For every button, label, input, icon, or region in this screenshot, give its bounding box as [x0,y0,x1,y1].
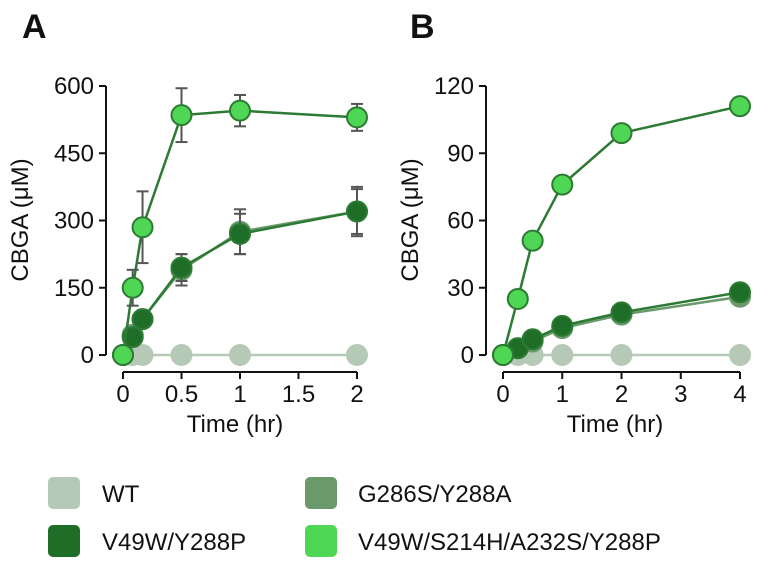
panel-a-data-point [170,104,193,127]
panel-a: A 0 150 300 450 600 0 0.5 1 1.5 2 Time (hr) CBGA … [7,8,368,438]
legend-swatch-quad-mutant [305,525,337,557]
panel-a-data-point [346,344,368,366]
panel-a-data-point [112,344,134,366]
panel-a-x-tick-label: 0 [116,381,129,408]
panel-b-data-point [729,344,751,366]
panel-b-plot-area: 0 30 60 90 120 0 1 2 3 4 [434,73,751,408]
panel-a-plot-area: 0 150 300 450 600 0 0.5 1 1.5 2 [54,73,368,408]
panel-a-letter: A [22,8,47,46]
panel-a-x-axis-title: Time (hr) [187,411,283,438]
legend-swatch-v49w-y288p [48,525,80,557]
panel-b-y-tick-label: 0 [461,342,474,369]
panel-a-data-point [121,276,144,299]
panel-b-y-tick-label: 90 [447,140,474,167]
panel-a-x-tick-label: 1 [233,381,246,408]
panel-b-y-tick-label: 60 [447,208,474,235]
panel-a-data-point [170,344,193,366]
panel-a-data-point [346,106,368,129]
panel-a-series-line [121,109,358,356]
panel-a-data-point [170,256,193,279]
panel-a-data-point [121,326,144,349]
panel-a-data-point [346,200,368,223]
panel-a-y-tick-label: 150 [54,275,94,302]
panel-a-data-point [229,99,251,122]
panel-b-y-axis-title: CBGA (μM) [397,158,424,281]
panel-a-data-point [131,216,154,239]
panel-a-x-tick-label: 0.5 [165,381,198,408]
panel-a-y-tick-label: 0 [81,342,94,369]
legend: WT V49W/Y288P G286S/Y288A V49W/S214H/A23… [48,477,661,557]
panel-b-x-tick-label: 3 [674,381,687,408]
panel-b-x-axis-title: Time (hr) [567,411,663,438]
panel-b-series-v49w-s214h-a232s-y288p [492,95,751,366]
panel-b-data-point [610,344,633,366]
panel-b-x-tick-label: 4 [733,381,746,408]
panel-a-y-tick-label: 600 [54,73,94,100]
panel-b-data-point [521,328,544,351]
panel-b-data-point [506,287,529,310]
panel-a-y-axis-title: CBGA (μM) [7,158,34,281]
legend-label-v49w-y288p: V49W/Y288P [102,529,246,556]
panel-b-y-tick-label: 120 [434,73,474,100]
panel-a-y-tick-label: 450 [54,140,94,167]
panel-a-data-point [229,344,251,366]
panel-a-data-point [131,344,154,366]
legend-label-wt: WT [102,481,140,508]
panel-a-x-tick-label: 1.5 [282,381,315,408]
panel-b-data-point [551,173,574,196]
panel-b-data-point [729,281,751,304]
panel-b-y-tick-label: 30 [447,275,474,302]
panel-a-series-v49w-s214h-a232s-y288p [112,87,368,366]
legend-label-g286s-y288a: G286S/Y288A [358,481,511,508]
panel-a-data-point [131,308,154,331]
panel-b-letter: B [410,8,435,46]
panel-b-data-point [551,314,574,337]
panel-b-x-tick-label: 0 [496,381,509,408]
panel-b-data-point [610,301,633,324]
legend-swatch-wt [48,477,80,509]
legend-label-quad-mutant: V49W/S214H/A232S/Y288P [358,529,661,556]
panel-b-x-tick-label: 1 [556,381,569,408]
panel-b: B 0 30 60 90 120 0 1 2 3 4 Time (hr) CBGA (μM) [397,8,751,438]
panel-b-data-point [492,344,514,366]
panel-b-data-point [729,95,751,118]
panel-b-x-tick-label: 2 [615,381,628,408]
panel-a-y-tick-label: 300 [54,208,94,235]
panel-a-series-wt [112,344,368,366]
panel-b-data-point [551,344,574,366]
panel-a-data-point [229,222,251,245]
panel-a-x-tick-label: 2 [350,381,363,408]
legend-swatch-g286s-y288a [305,477,337,509]
panel-b-data-point [610,122,633,145]
panel-b-data-point [521,229,544,252]
